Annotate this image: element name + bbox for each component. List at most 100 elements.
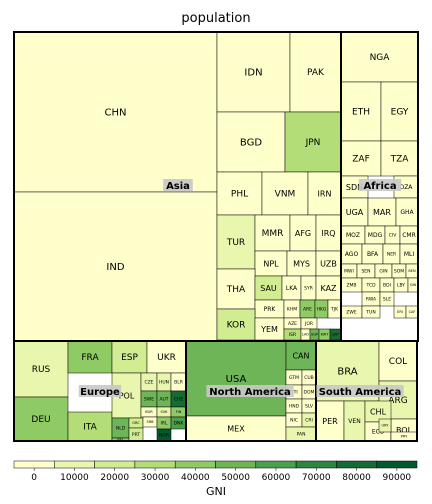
country-label: GTM	[289, 375, 299, 381]
country-label: USA	[226, 374, 247, 385]
legend-swatch	[134, 460, 176, 469]
legend-swatch	[54, 460, 95, 469]
country-label: MMR	[262, 229, 284, 239]
legend-swatch	[295, 460, 337, 469]
country-label: NGA	[370, 53, 391, 63]
country-label: BDI	[383, 283, 391, 289]
country-tile	[13, 340, 69, 398]
country-label: NOR	[159, 433, 169, 439]
legend-tick-label: 20000	[100, 473, 129, 483]
country-label: TUN	[365, 310, 375, 316]
country-label: JOR	[304, 321, 313, 327]
country-label: AGO	[345, 251, 359, 258]
country-label: HTI	[290, 390, 297, 396]
group-label: North America	[209, 387, 291, 398]
country-label: NLD	[116, 426, 126, 432]
country-tile	[216, 111, 286, 173]
country-label: PAN	[297, 432, 306, 438]
country-label: CAN	[292, 351, 309, 360]
country-tile	[284, 111, 342, 173]
country-tile	[340, 31, 419, 83]
country-label: TUR	[226, 238, 245, 248]
country-label: QAT	[332, 333, 340, 337]
country-label: TJK	[330, 307, 339, 313]
legend-tick-label: 40000	[181, 473, 210, 483]
country-label: SOM	[394, 269, 404, 275]
country-label: SAU	[260, 284, 277, 293]
group-label-bg	[78, 385, 122, 397]
legend-tick-label: 30000	[141, 473, 170, 483]
country-label: RUS	[32, 365, 51, 375]
country-label: SYR	[304, 286, 313, 292]
country-label: TZA	[390, 155, 410, 165]
group-label-bg	[163, 179, 193, 191]
country-tile	[254, 214, 291, 252]
country-label: NPL	[263, 259, 279, 268]
country-label: ITA	[83, 423, 97, 433]
country-tile	[254, 250, 288, 277]
country-label: CRI	[305, 418, 313, 424]
country-label: GIN	[410, 283, 417, 287]
country-label: PER	[322, 417, 338, 426]
country-label: BLR	[174, 380, 183, 386]
country-label: KHM	[287, 307, 297, 313]
legend-swatch	[13, 460, 55, 469]
country-label: SLE	[383, 297, 391, 303]
country-label: MYS	[293, 259, 310, 268]
group-label-bg	[206, 385, 294, 397]
legend-swatch	[94, 460, 136, 469]
country-tile	[307, 171, 342, 216]
group-label: Asia	[166, 181, 190, 192]
country-label: VNM	[275, 190, 296, 200]
legend-tick-label: 90000	[383, 473, 412, 483]
legend-tick-label: 50000	[221, 473, 250, 483]
country-tile	[379, 291, 395, 307]
country-label: SLV	[305, 404, 314, 410]
legend-title: GNI	[206, 485, 226, 498]
country-label: MEX	[227, 424, 245, 433]
country-label: BGR	[145, 410, 153, 414]
country-label: GRC	[132, 421, 140, 425]
country-tile	[361, 305, 381, 319]
country-label: SRB	[146, 420, 154, 424]
country-label: BEN	[408, 269, 416, 273]
group-label-bg	[358, 179, 402, 191]
country-label: SDN	[346, 183, 363, 192]
country-tile	[216, 171, 263, 216]
legend-tick-label: 10000	[60, 473, 89, 483]
country-label: GIN	[379, 269, 387, 275]
country-tile	[285, 340, 317, 371]
country-label: FIN	[176, 410, 182, 414]
country-label: GHA	[400, 209, 414, 216]
country-label: AZE	[288, 321, 297, 327]
country-label: DZA	[400, 184, 414, 191]
country-label: SVK	[161, 410, 169, 414]
country-label: HKG	[317, 307, 327, 313]
legend-swatch	[376, 460, 418, 469]
country-label: HND	[289, 404, 300, 410]
country-label: IRQ	[321, 229, 335, 238]
legend-swatch	[215, 460, 257, 469]
country-label: NER	[387, 252, 396, 258]
country-label: PHL	[231, 190, 248, 200]
country-tile	[289, 214, 317, 252]
country-label: CUB	[304, 375, 314, 381]
country-label: MAR	[373, 208, 391, 217]
country-label: THA	[226, 285, 246, 295]
country-label: BRA	[337, 367, 357, 378]
country-label: UGA	[346, 208, 364, 217]
group-label: Europe	[80, 387, 120, 398]
country-label: IND	[106, 262, 124, 273]
country-label: DEU	[31, 415, 50, 425]
country-tile	[254, 275, 283, 301]
country-label: POL	[119, 391, 135, 400]
country-tile	[378, 340, 418, 382]
group-label: South America	[319, 387, 402, 398]
country-label: IRN	[318, 189, 332, 198]
legend-swatch	[336, 460, 377, 469]
country-label: SEN	[361, 269, 370, 275]
country-label: LKA	[286, 285, 298, 292]
country-label: ARG	[388, 396, 407, 406]
country-label: UKR	[157, 353, 176, 363]
